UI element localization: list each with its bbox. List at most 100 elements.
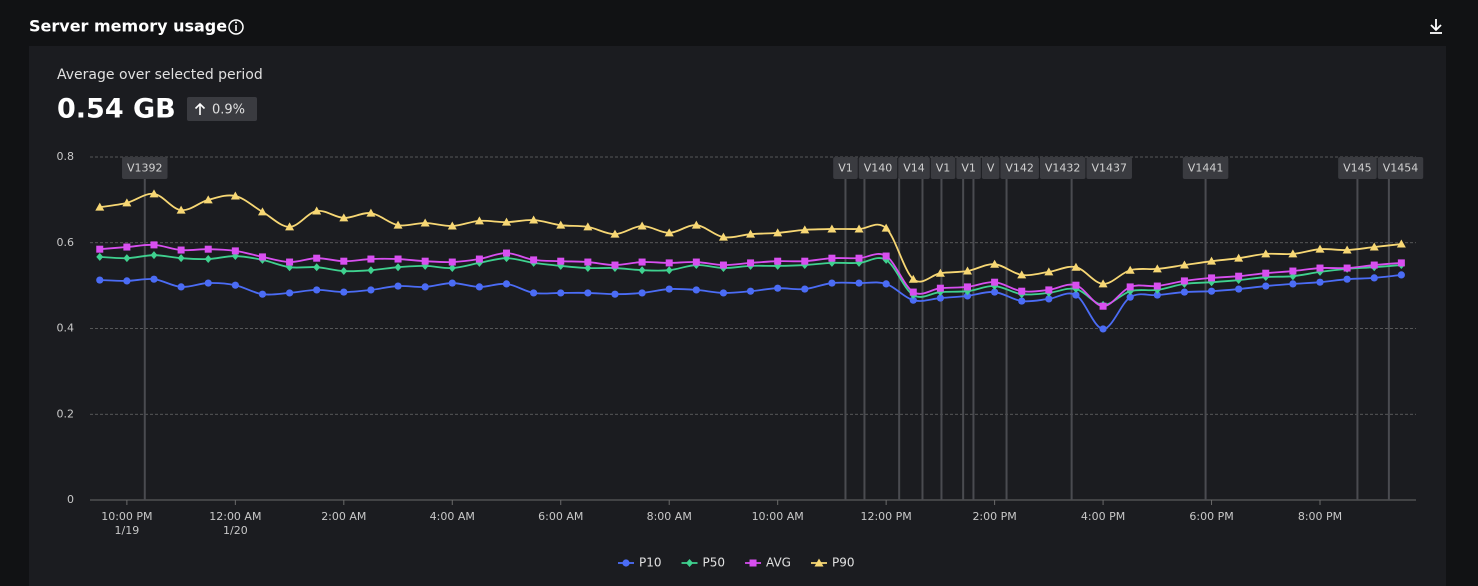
point xyxy=(936,294,944,302)
point xyxy=(367,266,375,275)
point xyxy=(1098,279,1108,288)
point xyxy=(610,229,620,238)
annotation: V1441 xyxy=(1182,157,1229,179)
x-tick-label: 6:00 PM xyxy=(1189,510,1233,523)
legend-item: P90 xyxy=(810,556,855,570)
legend-label: P50 xyxy=(703,556,726,570)
point xyxy=(828,279,836,287)
point xyxy=(340,288,348,296)
point xyxy=(747,259,755,267)
point xyxy=(963,283,971,291)
point xyxy=(1235,285,1243,293)
x-tick-label: 6:00 AM xyxy=(538,510,583,523)
point xyxy=(123,277,131,285)
up-arrow-icon xyxy=(194,102,206,115)
x-tick-label: 8:00 AM xyxy=(647,510,692,523)
point xyxy=(1262,282,1270,290)
annotation: V1 xyxy=(956,157,981,179)
annotation-label: V1392 xyxy=(127,162,163,175)
point xyxy=(96,252,104,261)
point xyxy=(176,205,186,214)
point xyxy=(257,207,267,216)
point xyxy=(1315,244,1325,253)
point xyxy=(1072,291,1080,299)
point xyxy=(801,285,809,293)
point xyxy=(665,285,673,293)
point xyxy=(746,229,756,238)
point xyxy=(908,274,918,283)
point xyxy=(1289,280,1297,288)
point xyxy=(285,222,295,231)
point xyxy=(909,288,917,296)
annotation-box xyxy=(1377,157,1424,179)
point xyxy=(231,281,239,289)
y-tick-label: 0.8 xyxy=(57,150,75,163)
point xyxy=(1126,293,1134,301)
point xyxy=(909,296,917,304)
annotation: V14 xyxy=(898,157,930,179)
point xyxy=(231,252,239,261)
point xyxy=(230,191,240,200)
point xyxy=(258,290,267,298)
point xyxy=(529,215,539,224)
info-icon[interactable] xyxy=(228,19,244,35)
point xyxy=(801,257,809,265)
point xyxy=(1180,277,1188,285)
point xyxy=(420,218,430,227)
annotation-label: V1 xyxy=(838,162,853,175)
y-tick-label: 0.4 xyxy=(57,322,75,335)
point xyxy=(149,189,159,198)
point xyxy=(854,224,864,233)
point xyxy=(150,251,158,260)
point xyxy=(394,282,402,290)
point xyxy=(204,255,212,264)
point xyxy=(962,266,972,275)
point xyxy=(1234,253,1244,262)
legend-item: AVG xyxy=(745,556,791,570)
annotation-box xyxy=(898,157,930,179)
annotation-box xyxy=(1086,157,1132,179)
point xyxy=(421,257,429,265)
point xyxy=(1179,260,1189,269)
point xyxy=(1316,278,1324,286)
point xyxy=(1207,256,1217,265)
annotation: V1454 xyxy=(1377,157,1424,179)
annotation-label: V1441 xyxy=(1188,162,1224,175)
point xyxy=(583,222,593,231)
point xyxy=(177,283,185,291)
point xyxy=(800,225,810,234)
point xyxy=(150,275,158,283)
annotation-label: V142 xyxy=(1005,162,1034,175)
annotation-label: V1 xyxy=(961,162,976,175)
point xyxy=(340,267,348,276)
point xyxy=(1018,297,1026,305)
point xyxy=(96,276,104,284)
point xyxy=(584,289,592,297)
point xyxy=(123,243,131,251)
point xyxy=(1071,262,1081,271)
point xyxy=(258,253,266,261)
point xyxy=(177,246,185,254)
point xyxy=(611,290,619,298)
annotation-label: V1437 xyxy=(1091,162,1127,175)
point xyxy=(584,258,592,266)
point xyxy=(1099,302,1107,310)
annotation-box xyxy=(981,157,1000,179)
annotation-box xyxy=(833,157,858,179)
annotation-label: V1432 xyxy=(1045,162,1081,175)
point xyxy=(637,221,647,230)
point xyxy=(584,264,592,273)
point xyxy=(448,258,456,266)
x-tick-label: 8:00 PM xyxy=(1298,510,1342,523)
point xyxy=(692,258,700,266)
point xyxy=(855,279,863,287)
x-tick-label: 2:00 AM xyxy=(321,510,366,523)
annotation-label: V1 xyxy=(936,162,951,175)
legend-item: P50 xyxy=(681,556,726,570)
point xyxy=(1208,274,1216,282)
download-icon[interactable] xyxy=(1430,19,1442,34)
point xyxy=(448,264,456,273)
annotation: V140 xyxy=(858,157,898,179)
point xyxy=(150,241,158,249)
